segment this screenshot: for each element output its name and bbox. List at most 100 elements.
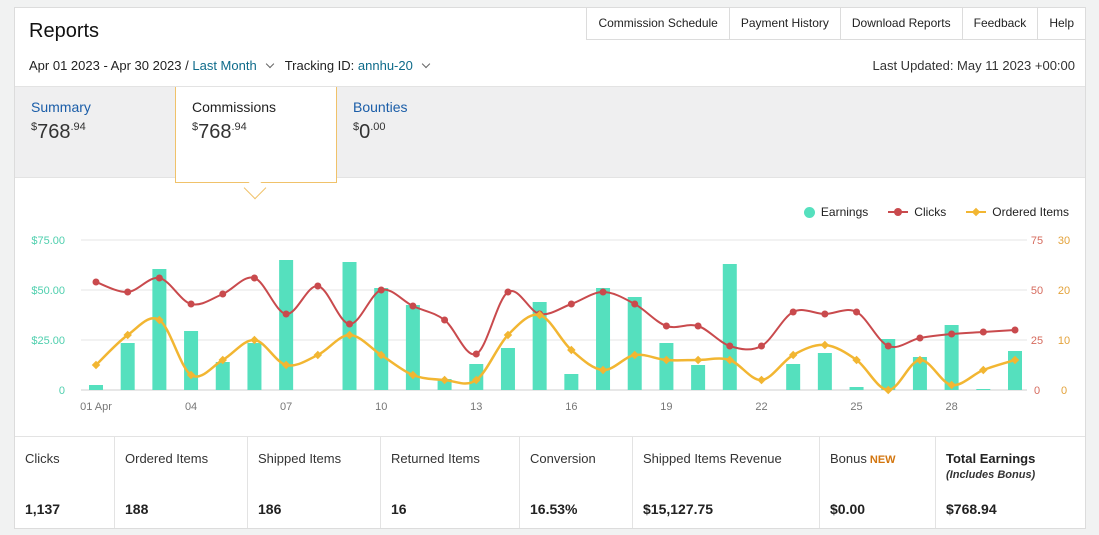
x-tick-label: 16 — [565, 401, 577, 413]
ordered-point — [725, 355, 735, 365]
clicks-point — [504, 288, 512, 296]
payment-history-link[interactable]: Payment History — [728, 8, 840, 39]
stat-ordered-items: Ordered Items 188 — [115, 437, 248, 528]
ordered-point — [313, 350, 323, 360]
page-title: Reports — [29, 20, 100, 42]
chart-legend: Earnings Clicks Ordered Items — [803, 205, 1069, 219]
ordered-point — [155, 315, 164, 325]
earnings-bar — [976, 389, 991, 390]
earnings-bar — [152, 269, 167, 390]
clicks-line — [95, 276, 1016, 356]
ordered-point — [123, 330, 132, 340]
clicks-point — [662, 322, 670, 330]
earnings-bar — [627, 297, 642, 390]
earnings-bar — [944, 325, 959, 390]
legend-ordered-items[interactable]: Ordered Items — [966, 205, 1069, 219]
tab-commissions[interactable]: Commissions $768.94 — [175, 87, 337, 183]
earnings-bar — [786, 364, 801, 390]
tab-summary[interactable]: Summary $768.94 — [15, 87, 175, 179]
clicks-point — [599, 288, 607, 296]
stats-row: Clicks 1,137 Ordered Items 188 Shipped Ite… — [15, 436, 1085, 528]
earnings-bar — [722, 264, 737, 390]
report-filters: Apr 01 2023 - Apr 30 2023 / Last Month T… — [29, 58, 435, 73]
y-tick-label: 0 — [59, 385, 65, 397]
tab-label: Bounties — [353, 99, 408, 115]
earnings-bar — [659, 343, 674, 390]
ordered-point — [503, 330, 513, 340]
stat-shipped-revenue: Shipped Items Revenue $15,127.75 — [633, 437, 820, 528]
tracking-label: Tracking ID: — [284, 58, 355, 73]
y-right-tick-label: 75 — [1031, 235, 1043, 247]
stat-conversion: Conversion 16.53% — [520, 437, 633, 528]
clicks-point — [694, 322, 702, 330]
ordered-line-icon — [966, 207, 987, 217]
y-right-tick-label: 25 — [1031, 335, 1043, 347]
x-tick-label: 13 — [470, 401, 482, 413]
clicks-point — [441, 316, 449, 324]
earnings-bar — [120, 343, 135, 390]
clicks-point — [853, 308, 861, 316]
clicks-point — [789, 308, 797, 316]
ordered-point — [345, 330, 354, 340]
clicks-point — [472, 350, 480, 358]
reports-card: Reports Commission Schedule Payment Hist… — [14, 7, 1086, 529]
ordered-point — [472, 375, 481, 385]
earnings-bar — [215, 362, 230, 390]
chevron-down-icon[interactable] — [265, 59, 274, 69]
commission-schedule-link[interactable]: Commission Schedule — [598, 16, 718, 30]
chevron-down-icon[interactable] — [421, 59, 431, 69]
earnings-bar — [564, 374, 579, 390]
earnings-bar — [247, 343, 262, 390]
earnings-bar — [817, 353, 832, 390]
ordered-point — [440, 375, 449, 385]
help-link[interactable]: Help — [1037, 8, 1085, 39]
tab-bounties[interactable]: Bounties $0.00 — [337, 87, 497, 179]
clicks-point — [821, 310, 829, 318]
x-tick-label: 22 — [755, 401, 767, 413]
ordered-line — [95, 313, 1016, 392]
stat-shipped-items: Shipped Items 186 — [248, 437, 381, 528]
x-tick-label: 07 — [280, 401, 292, 413]
legend-clicks[interactable]: Clicks — [888, 205, 946, 219]
ordered-point — [852, 355, 861, 365]
tab-label: Summary — [31, 99, 91, 115]
stat-clicks: Clicks 1,137 — [15, 437, 115, 528]
y-right2-tick-label: 0 — [1061, 385, 1067, 397]
ordered-point — [535, 310, 544, 320]
clicks-point — [948, 330, 956, 338]
earnings-bar — [184, 331, 199, 390]
stat-returned-items: Returned Items 16 — [381, 437, 520, 528]
legend-earnings[interactable]: Earnings — [803, 205, 868, 219]
clicks-point — [1011, 326, 1019, 334]
clicks-point — [282, 310, 290, 318]
x-tick-label: 19 — [660, 401, 672, 413]
earnings-bar — [691, 365, 706, 390]
ordered-point — [979, 365, 988, 375]
ordered-point — [281, 360, 291, 370]
y-right-tick-label: 50 — [1031, 285, 1043, 297]
tracking-id-dropdown[interactable]: annhu-20 — [357, 58, 413, 73]
ordered-point — [408, 370, 418, 380]
y-right2-tick-label: 20 — [1058, 285, 1070, 297]
earnings-bar — [912, 357, 927, 390]
clicks-point — [187, 300, 195, 308]
tab-value: $768.94 — [31, 121, 86, 143]
tab-value: $768.94 — [192, 121, 247, 143]
y-right2-tick-label: 10 — [1058, 335, 1070, 347]
period-dropdown[interactable]: Last Month — [192, 58, 257, 73]
ordered-point — [598, 365, 608, 375]
ordered-point — [693, 355, 703, 365]
ordered-point — [915, 355, 925, 365]
earnings-bar — [405, 305, 420, 390]
stat-bonus: Bonus NEW $0.00 — [820, 437, 936, 528]
download-reports-link[interactable]: Download Reports — [839, 8, 962, 39]
feedback-link[interactable]: Feedback — [961, 8, 1038, 39]
clicks-point — [314, 282, 322, 290]
clicks-point — [219, 290, 227, 298]
clicks-point — [92, 278, 100, 286]
last-updated: Last Updated: May 11 2023 +00:00 — [872, 58, 1076, 73]
earnings-chart: $75.00 75 30 $50.00 50 20 $25.00 25 10 0 0 0 01 Apr 0… — [31, 235, 1070, 413]
x-tick-label: 01 Apr — [80, 401, 112, 413]
x-tick-label: 28 — [945, 401, 957, 413]
y-tick-label: $25.00 — [31, 335, 65, 347]
